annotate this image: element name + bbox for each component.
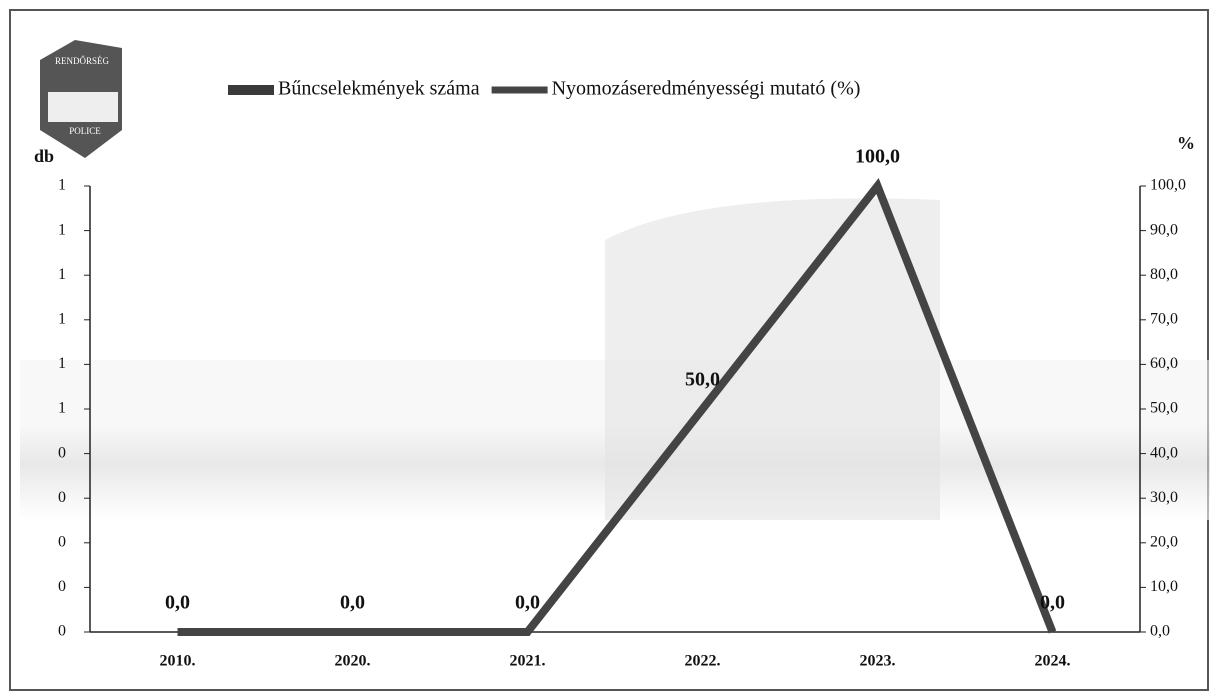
logo-band — [48, 92, 118, 122]
y-axis-label: db — [34, 146, 54, 166]
legend-swatch — [228, 85, 274, 95]
legend-label: Bűncselekmények száma — [278, 78, 480, 100]
logo: RENDŐRSÉG POLICE — [40, 40, 122, 158]
background-building — [605, 198, 940, 520]
x-tick-label: 2022. — [685, 653, 721, 670]
y-tick-label: 0 — [58, 533, 66, 550]
y-tick-label: 1 — [58, 221, 66, 238]
x-tick-label: 2024. — [1035, 653, 1071, 670]
y2-tick-label: 100,0 — [1150, 177, 1186, 194]
logo-text: RENDŐRSÉG — [55, 56, 110, 66]
x-tick-label: 2020. — [335, 653, 371, 670]
y-tick-label: 1 — [58, 400, 66, 417]
y-tick-label: 1 — [58, 266, 66, 283]
y2-tick-label: 70,0 — [1150, 310, 1178, 327]
y2-tick-label: 0,0 — [1150, 623, 1170, 640]
y2-tick-label: 60,0 — [1150, 355, 1178, 372]
y2-tick-label: 10,0 — [1150, 578, 1178, 595]
line — [177, 178, 1057, 636]
y-tick-label: 1 — [58, 355, 66, 372]
y2-tick-label: 20,0 — [1150, 533, 1178, 550]
value-label: 0,0 — [1040, 592, 1065, 614]
legend-label: Nyomozáseredményességi mutató (%) — [552, 78, 861, 100]
logo-text: POLICE — [69, 126, 101, 136]
value-label: 0,0 — [340, 592, 365, 614]
x-tick-label: 2023. — [860, 653, 896, 670]
y-tick-label: 0 — [58, 444, 66, 461]
value-label: 100,0 — [855, 146, 900, 168]
y-tick-label: 0 — [58, 489, 66, 506]
y-tick-label: 0 — [58, 578, 66, 595]
y-tick-label: 0 — [58, 623, 66, 640]
value-label: 50,0 — [685, 369, 720, 391]
y-tick-label: 1 — [58, 310, 66, 327]
y-tick-label: 1 — [58, 177, 66, 194]
y2-tick-label: 40,0 — [1150, 444, 1178, 461]
x-tick-label: 2021. — [510, 653, 546, 670]
y2-axis-label: % — [1177, 133, 1195, 153]
y2-tick-label: 50,0 — [1150, 400, 1178, 417]
y2-tick-label: 80,0 — [1150, 266, 1178, 283]
value-label: 0,0 — [165, 592, 190, 614]
y2-tick-label: 90,0 — [1150, 221, 1178, 238]
value-label: 0,0 — [515, 592, 540, 614]
y2-tick-label: 30,0 — [1150, 489, 1178, 506]
x-tick-label: 2010. — [160, 653, 196, 670]
